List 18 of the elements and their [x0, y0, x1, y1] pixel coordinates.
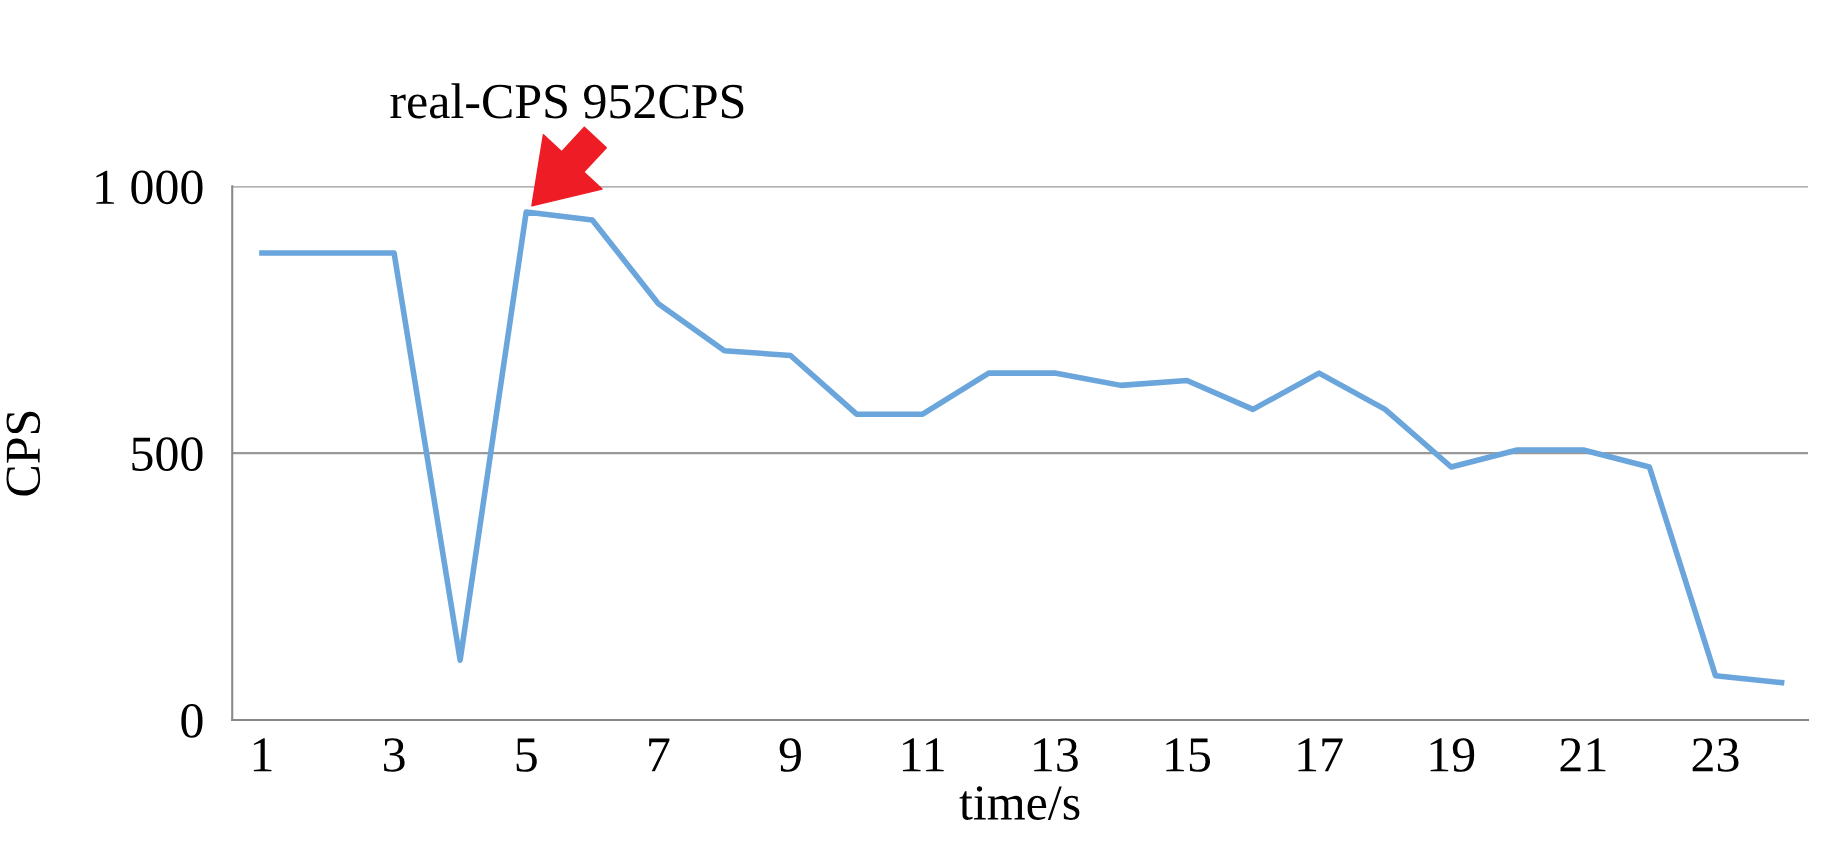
x-axis-title: time/s	[959, 786, 1080, 820]
y-tick-label: 0	[181, 704, 203, 738]
x-tick-label: 15	[1166, 738, 1210, 772]
x-tick-label: 9	[779, 738, 801, 772]
y-tick-label: 500	[132, 437, 203, 471]
x-tick-label: 23	[1692, 738, 1739, 772]
x-tick-label: 7	[649, 738, 670, 772]
x-tick-label: 3	[383, 738, 405, 772]
y-tick-label: 1 000	[96, 170, 203, 205]
x-tick-label: 5	[516, 738, 537, 772]
x-tick-label: 19	[1430, 738, 1475, 772]
x-tick-label: 13	[1034, 738, 1078, 772]
x-tick-label: 1	[253, 738, 272, 772]
y-axis-title: CPS	[6, 411, 41, 496]
annotation: real-CPS 952CPS	[390, 83, 744, 119]
x-tick-label: 11	[902, 738, 944, 772]
x-tick-label: 21	[1560, 738, 1606, 772]
x-tick-label: 17	[1298, 738, 1343, 772]
